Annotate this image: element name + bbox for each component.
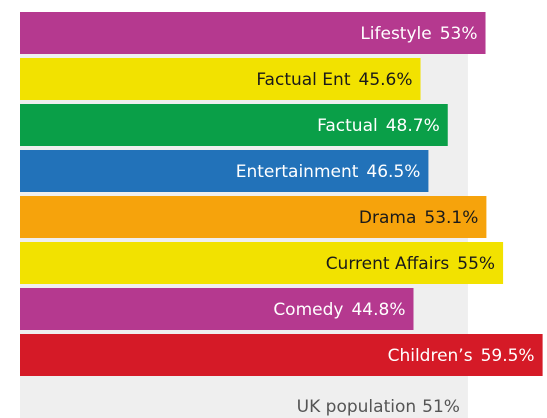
bar-label: Entertainment 46.5% — [236, 162, 421, 182]
category-label: Factual Ent — [256, 70, 350, 90]
bar — [20, 334, 543, 376]
value-label: 48.7% — [386, 116, 440, 136]
value-label: 59.5% — [481, 346, 535, 366]
value-label: 53% — [440, 24, 478, 44]
bar — [20, 242, 504, 284]
bar-label: Factual 48.7% — [317, 116, 440, 136]
bar — [20, 104, 448, 146]
bar — [20, 288, 414, 330]
bar — [20, 12, 486, 54]
category-label: Comedy — [273, 300, 343, 320]
category-label: Lifestyle — [360, 24, 431, 44]
value-label: 46.5% — [366, 162, 420, 182]
reference-value: 51% — [422, 397, 460, 417]
bar-label: Factual Ent 45.6% — [256, 70, 412, 90]
bar-label: Lifestyle 53% — [360, 24, 477, 44]
category-label: Children’s — [388, 346, 473, 366]
category-label: Factual — [317, 116, 378, 136]
bar-label: Children’s 59.5% — [388, 346, 535, 366]
reference-name: UK population — [297, 397, 416, 417]
category-label: Entertainment — [236, 162, 359, 182]
bar — [20, 58, 421, 100]
reference-label: UK population 51% — [297, 397, 460, 417]
bar — [20, 196, 487, 238]
bar-label: Comedy 44.8% — [273, 300, 405, 320]
value-label: 45.6% — [359, 70, 413, 90]
value-label: 55% — [457, 254, 495, 274]
bar — [20, 150, 429, 192]
bar-label: Current Affairs 55% — [326, 254, 495, 274]
category-label: Drama — [359, 208, 416, 228]
value-label: 53.1% — [424, 208, 478, 228]
bar-label: Drama 53.1% — [359, 208, 479, 228]
category-label: Current Affairs — [326, 254, 450, 274]
value-label: 44.8% — [351, 300, 405, 320]
